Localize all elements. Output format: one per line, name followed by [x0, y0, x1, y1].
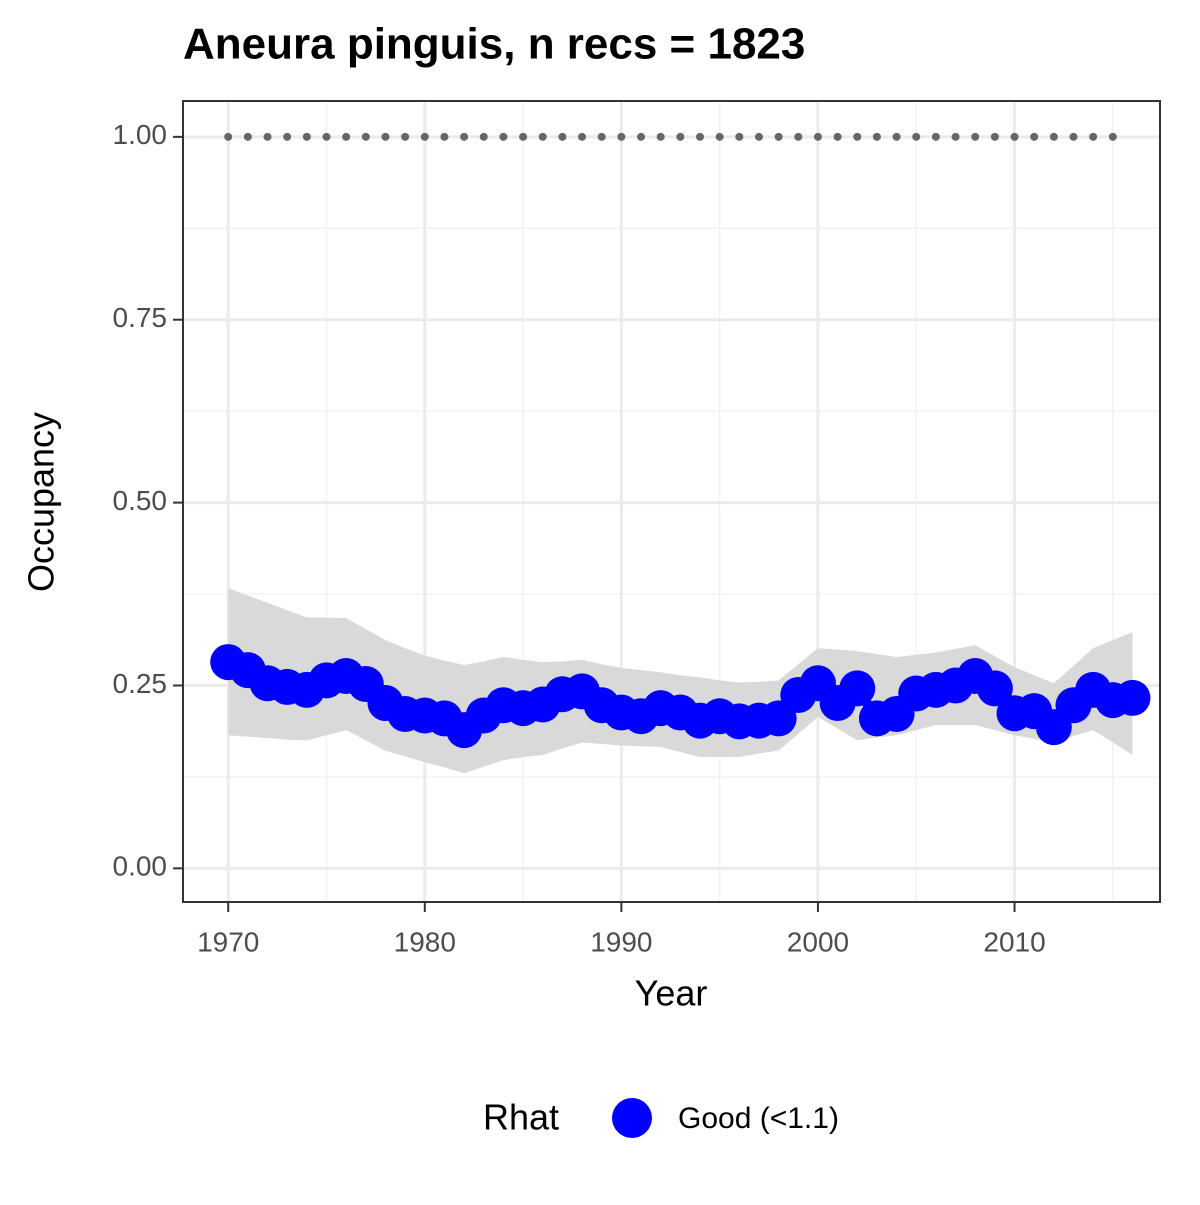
- x-tick-label: 1980: [394, 926, 456, 957]
- y-tick-label: 0.25: [113, 668, 168, 699]
- x-tick-label: 2010: [983, 926, 1045, 957]
- x-tick-label: 1990: [590, 926, 652, 957]
- y-axis-label: Occupancy: [21, 412, 62, 592]
- chart-title: Aneura pinguis, n recs = 1823: [183, 20, 805, 69]
- x-tick-label: 1970: [197, 926, 259, 957]
- legend-label: Good (<1.1): [678, 1102, 839, 1135]
- data-point: [839, 670, 876, 707]
- y-tick-label: 0.00: [113, 851, 168, 882]
- y-tick-label: 0.50: [113, 485, 168, 516]
- x-axis-label: Year: [635, 973, 708, 1014]
- y-tick-label: 0.75: [113, 302, 168, 333]
- legend-swatch: [612, 1098, 652, 1138]
- legend-title: Rhat: [483, 1097, 559, 1138]
- data-point: [976, 670, 1013, 707]
- panel-border: [182, 100, 1161, 903]
- x-tick-label: 2000: [787, 926, 849, 957]
- y-tick-label: 1.00: [113, 119, 168, 150]
- data-point: [1114, 679, 1151, 716]
